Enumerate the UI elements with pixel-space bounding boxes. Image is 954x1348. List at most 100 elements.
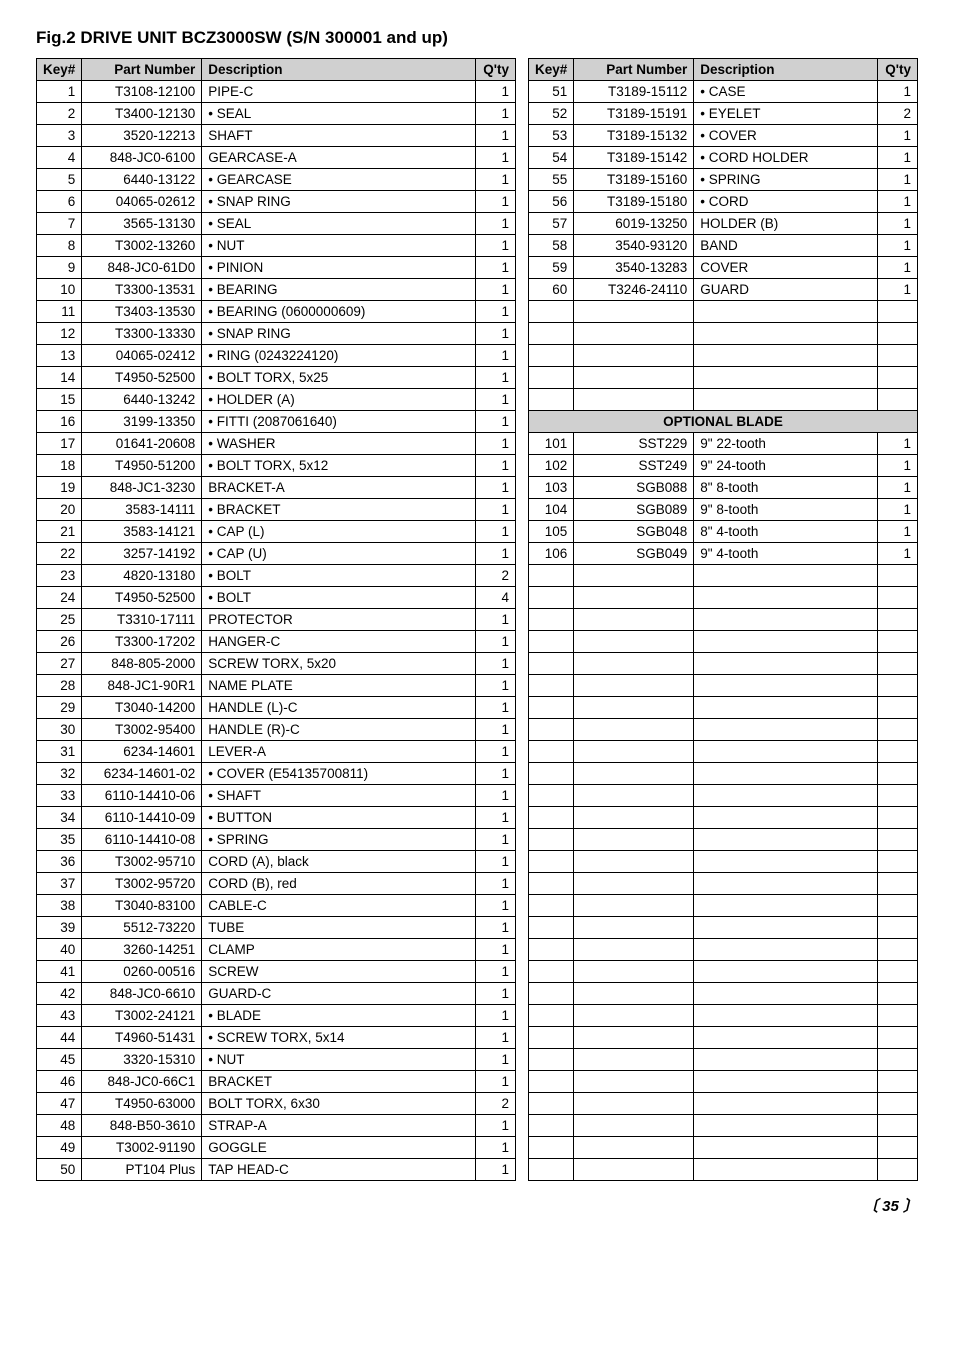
cell-blank — [694, 807, 878, 829]
table-row-blank — [529, 939, 918, 961]
table-row: 30T3002-95400HANDLE (R)-C1 — [37, 719, 516, 741]
cell-blank — [694, 983, 878, 1005]
cell-blank — [574, 1005, 694, 1027]
cell-qty: 1 — [476, 1137, 516, 1159]
cell-desc: • NUT — [202, 235, 476, 257]
cell-blank — [878, 939, 918, 961]
cell-key: 42 — [37, 983, 82, 1005]
cell-qty: 1 — [878, 169, 918, 191]
cell-part: T3108-12100 — [82, 81, 202, 103]
cell-key: 106 — [529, 543, 574, 565]
cell-key: 103 — [529, 477, 574, 499]
cell-qty: 1 — [878, 521, 918, 543]
cell-blank — [529, 917, 574, 939]
cell-key: 8 — [37, 235, 82, 257]
cell-key: 38 — [37, 895, 82, 917]
cell-part: 3199-13350 — [82, 411, 202, 433]
cell-qty: 1 — [476, 103, 516, 125]
cell-qty: 1 — [476, 455, 516, 477]
cell-qty: 1 — [476, 675, 516, 697]
table-row: 26T3300-17202HANGER-C1 — [37, 631, 516, 653]
cell-blank — [694, 301, 878, 323]
cell-key: 102 — [529, 455, 574, 477]
cell-blank — [878, 389, 918, 411]
cell-part: SST249 — [574, 455, 694, 477]
cell-key: 24 — [37, 587, 82, 609]
table-row: 1304065-02412• RING (0243224120)1 — [37, 345, 516, 367]
cell-desc: TUBE — [202, 917, 476, 939]
cell-part: T4950-52500 — [82, 367, 202, 389]
cell-desc: • SCREW TORX, 5x14 — [202, 1027, 476, 1049]
cell-qty: 1 — [476, 499, 516, 521]
cell-part: 6110-14410-06 — [82, 785, 202, 807]
cell-key: 9 — [37, 257, 82, 279]
cell-qty: 1 — [476, 719, 516, 741]
table-row: 55T3189-15160• SPRING1 — [529, 169, 918, 191]
cell-part: 6234-14601-02 — [82, 763, 202, 785]
table-row: 43T3002-24121• BLADE1 — [37, 1005, 516, 1027]
table-row-blank — [529, 895, 918, 917]
cell-part: T3189-15180 — [574, 191, 694, 213]
cell-blank — [694, 565, 878, 587]
cell-blank — [878, 895, 918, 917]
cell-desc: 9" 24-tooth — [694, 455, 878, 477]
cell-blank — [574, 1093, 694, 1115]
cell-desc: STRAP-A — [202, 1115, 476, 1137]
cell-blank — [529, 697, 574, 719]
cell-desc: • CASE — [694, 81, 878, 103]
table-row-blank — [529, 323, 918, 345]
cell-part: SGB049 — [574, 543, 694, 565]
cell-qty: 1 — [878, 257, 918, 279]
cell-qty: 1 — [476, 125, 516, 147]
cell-blank — [694, 719, 878, 741]
cell-blank — [529, 983, 574, 1005]
cell-blank — [878, 323, 918, 345]
cell-key: 52 — [529, 103, 574, 125]
table-row: 12T3300-13330• SNAP RING1 — [37, 323, 516, 345]
th-qty: Q'ty — [878, 59, 918, 81]
cell-part: T4960-51431 — [82, 1027, 202, 1049]
cell-desc: • NUT — [202, 1049, 476, 1071]
cell-key: 39 — [37, 917, 82, 939]
table-row: 25T3310-17111PROTECTOR1 — [37, 609, 516, 631]
cell-blank — [694, 741, 878, 763]
cell-qty: 1 — [878, 147, 918, 169]
cell-key: 40 — [37, 939, 82, 961]
cell-blank — [694, 1049, 878, 1071]
cell-part: 6019-13250 — [574, 213, 694, 235]
cell-part: 5512-73220 — [82, 917, 202, 939]
cell-part: T4950-51200 — [82, 455, 202, 477]
cell-key: 60 — [529, 279, 574, 301]
cell-key: 27 — [37, 653, 82, 675]
cell-key: 55 — [529, 169, 574, 191]
cell-qty: 1 — [476, 917, 516, 939]
cell-qty: 1 — [476, 301, 516, 323]
table-row-blank — [529, 675, 918, 697]
cell-qty: 2 — [878, 103, 918, 125]
cell-desc: 9" 8-tooth — [694, 499, 878, 521]
cell-blank — [529, 675, 574, 697]
cell-key: 35 — [37, 829, 82, 851]
cell-blank — [529, 653, 574, 675]
cell-desc: • CORD — [694, 191, 878, 213]
cell-part: 848-JC0-6610 — [82, 983, 202, 1005]
cell-blank — [529, 1071, 574, 1093]
cell-qty: 1 — [476, 851, 516, 873]
cell-qty: 1 — [878, 455, 918, 477]
cell-desc: • PINION — [202, 257, 476, 279]
cell-qty: 1 — [476, 1005, 516, 1027]
cell-blank — [529, 961, 574, 983]
cell-desc: • FITTI (2087061640) — [202, 411, 476, 433]
columns-wrap: Key# Part Number Description Q'ty 1T3108… — [36, 58, 918, 1181]
table-row: 19848-JC1-3230BRACKET-A1 — [37, 477, 516, 499]
table-row: 28848-JC1-90R1NAME PLATE1 — [37, 675, 516, 697]
cell-blank — [878, 983, 918, 1005]
cell-blank — [878, 631, 918, 653]
cell-part: T3189-15160 — [574, 169, 694, 191]
cell-blank — [529, 1115, 574, 1137]
table-row-blank — [529, 829, 918, 851]
cell-blank — [574, 1115, 694, 1137]
cell-desc: • SEAL — [202, 213, 476, 235]
table-row: 42848-JC0-6610GUARD-C1 — [37, 983, 516, 1005]
cell-part: 04065-02612 — [82, 191, 202, 213]
